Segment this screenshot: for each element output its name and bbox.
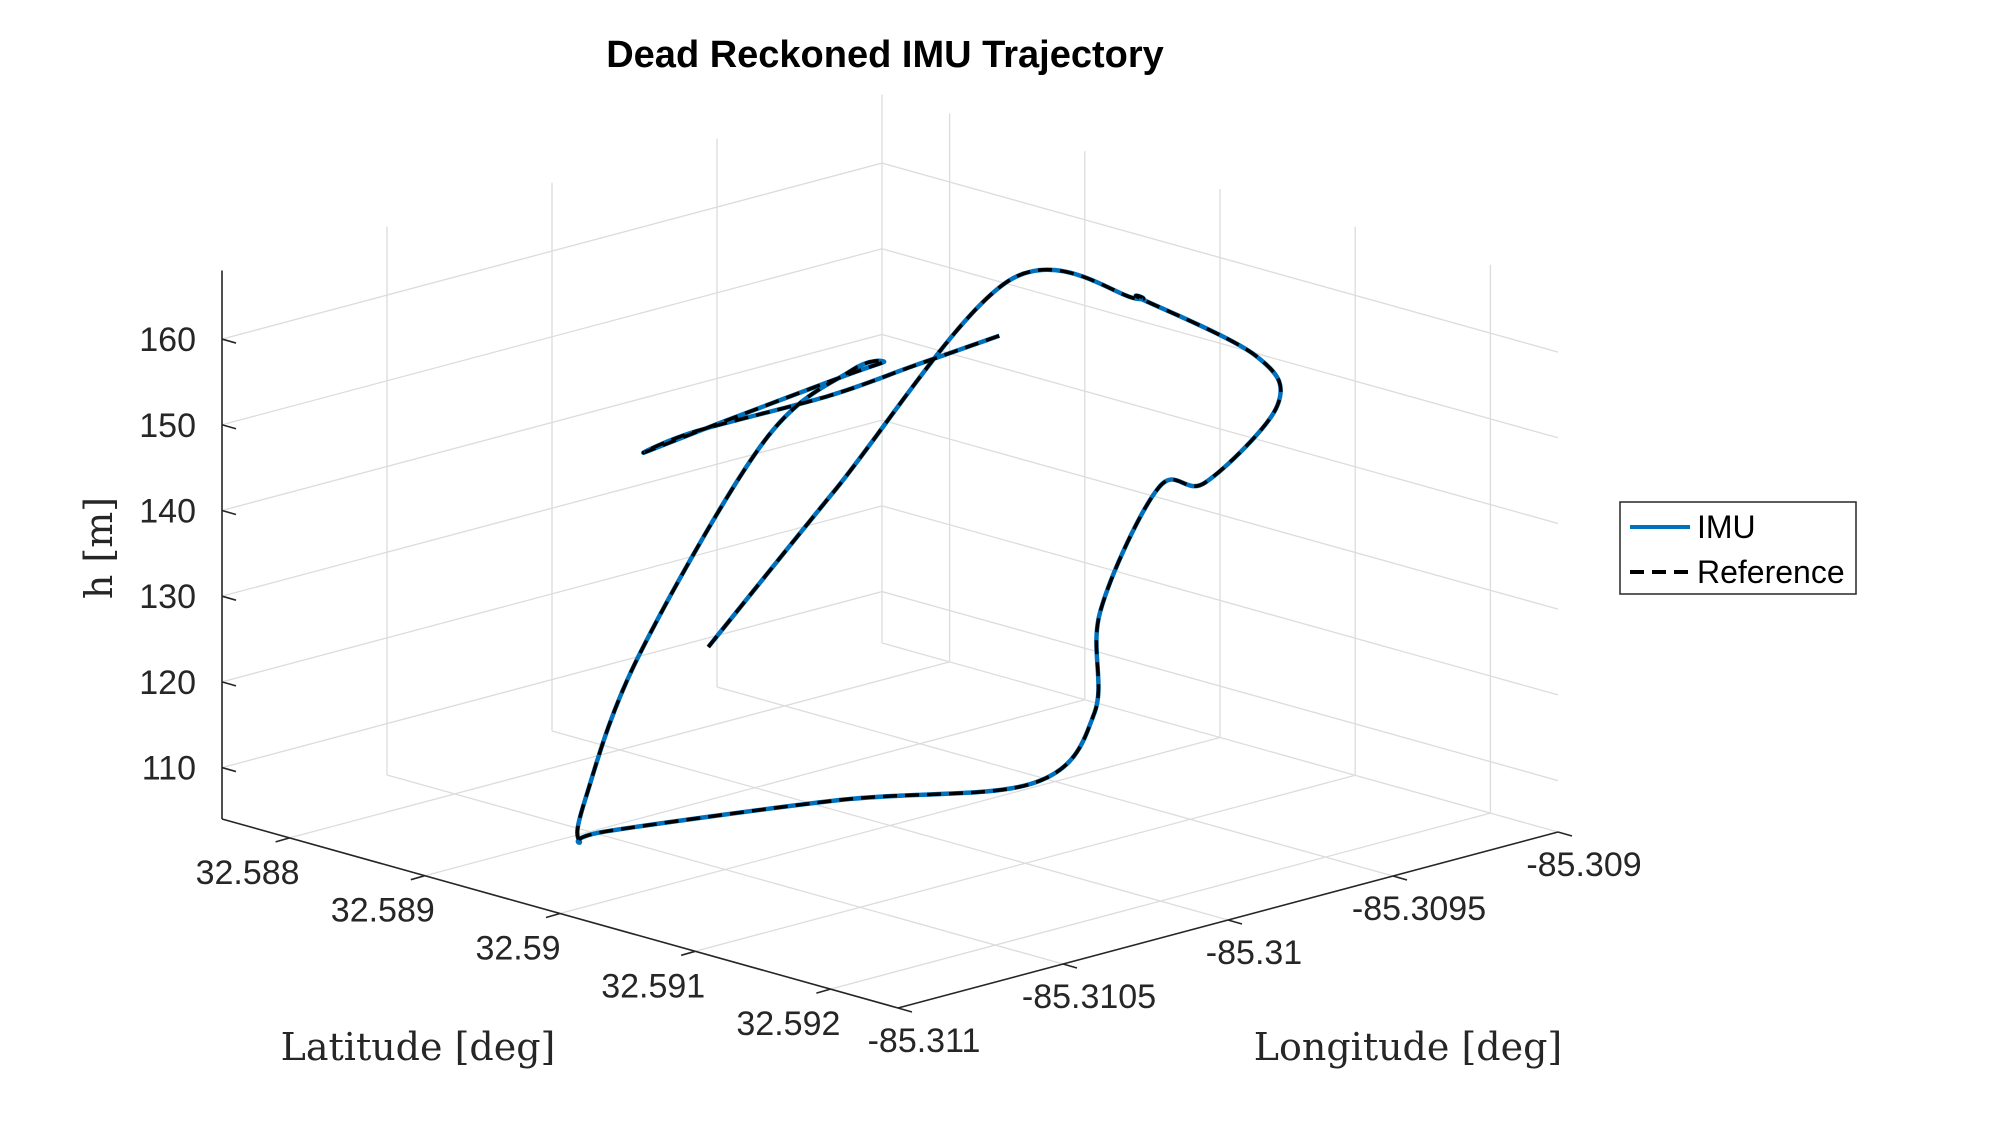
y-axis-label: Latitude [deg]	[281, 1025, 556, 1069]
plot-area	[575, 267, 1283, 845]
legend-label-reference: Reference	[1697, 554, 1845, 590]
chart-title: Dead Reckoned IMU Trajectory	[606, 34, 1164, 76]
y-tick-label-3: 32.591	[601, 967, 705, 1005]
z-tick-label-3: 140	[139, 492, 196, 530]
z-tick-4	[221, 424, 237, 430]
z-tick-label-1: 120	[139, 664, 196, 702]
x-tick-label-3: -85.3095	[1352, 890, 1486, 928]
y-tick-0	[275, 837, 290, 843]
z-tick-label-4: 150	[139, 407, 196, 445]
floor-grid-line-y-0	[289, 661, 950, 839]
floor-grid-line-y-1	[424, 699, 1085, 877]
y-tick-4	[816, 988, 831, 994]
height-grid-line-3	[221, 333, 1559, 525]
y-tick-label-2: 32.59	[475, 930, 560, 968]
legend: IMU Reference	[1619, 501, 1857, 595]
y-tick-label-0: 32.588	[196, 854, 300, 892]
floor-grid-line-y-2	[559, 736, 1221, 915]
z-tick-3	[221, 509, 237, 516]
height-grid-line-4	[221, 248, 1559, 439]
floor-grid-line-y-3	[695, 774, 1356, 952]
x-tick-label-1: -85.3105	[1022, 978, 1156, 1016]
y-tick-label-1: 32.589	[331, 892, 435, 930]
tick-marks: -85.311 -85.3105 -85.31 -85.3095 -85.309 32.5…	[139, 321, 1641, 1060]
y-tick-label-4: 32.592	[736, 1005, 840, 1043]
x-tick-label-4: -85.309	[1526, 846, 1641, 884]
x-tick-label-2: -85.31	[1206, 934, 1302, 972]
height-grid-line-5	[221, 162, 1559, 353]
x-axis-label: Longitude [deg]	[1254, 1025, 1563, 1069]
z-tick-0	[221, 766, 237, 773]
z-tick-5	[221, 338, 237, 344]
x-tick-label-0: -85.311	[868, 1022, 981, 1060]
legend-label-imu: IMU	[1697, 509, 1756, 545]
x-tick-2	[1227, 919, 1243, 925]
z-tick-label-5: 160	[139, 321, 196, 359]
height-grid-line-0	[221, 590, 1559, 782]
y-tick-1	[410, 874, 426, 881]
y-tick-3	[680, 950, 696, 957]
y-tick-2	[545, 912, 561, 919]
x-tick-4	[1557, 831, 1573, 837]
legend-box	[1619, 501, 1857, 595]
height-grid-line-2	[221, 419, 1559, 610]
x-tick-1	[1062, 963, 1078, 969]
height-grid-line-1	[221, 505, 1559, 696]
x-tick-0	[897, 1007, 913, 1013]
z-axis-label: h [m]	[77, 497, 121, 599]
x-tick-3	[1392, 875, 1408, 881]
z-tick-1	[221, 681, 237, 687]
z-tick-label-2: 130	[139, 578, 196, 616]
z-tick-2	[221, 595, 237, 601]
series-line-reference	[575, 268, 1283, 845]
floor-grid-line-y-4	[830, 812, 1491, 990]
z-tick-label-0: 110	[142, 750, 196, 788]
